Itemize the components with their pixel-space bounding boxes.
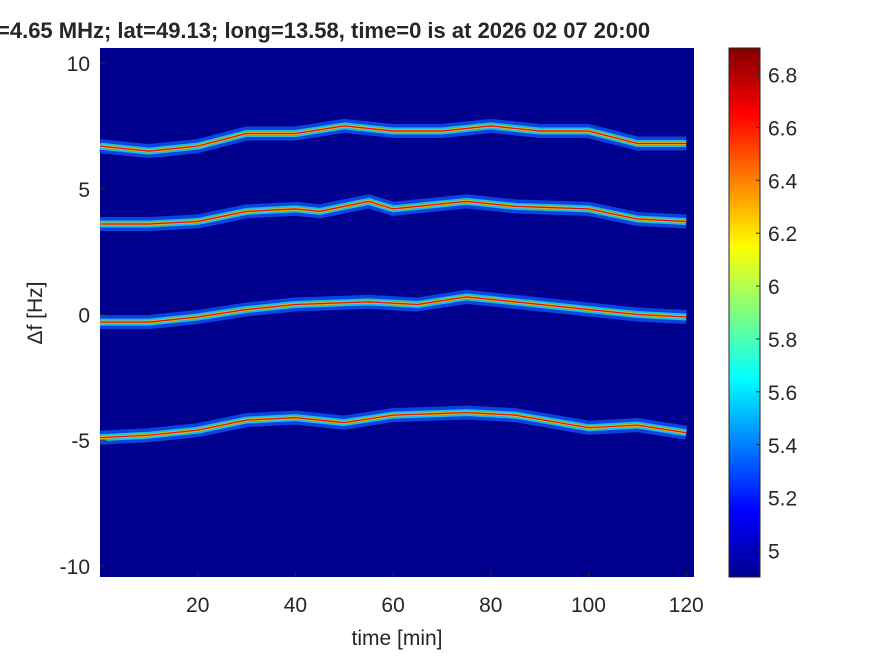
- colorbar-tick-label: 5.6: [768, 382, 797, 405]
- y-tick-label: 0: [78, 305, 90, 328]
- y-tick-label: -10: [60, 556, 90, 579]
- y-tick-label: -5: [71, 430, 90, 453]
- colorbar-tick-label: 6.6: [768, 117, 797, 140]
- x-tick-label: 40: [284, 594, 307, 617]
- trace-peak: [99, 125, 687, 152]
- colorbar-tick-label: 5.2: [768, 488, 797, 511]
- x-tick-label: 100: [571, 594, 606, 617]
- x-tick-label: 120: [669, 594, 704, 617]
- y-tick-label: 10: [67, 53, 90, 76]
- trace-peak: [100, 296, 687, 323]
- x-axis-label: time [min]: [351, 627, 442, 650]
- colorbar: [729, 48, 760, 577]
- colorbar-tick-label: 6.4: [768, 170, 798, 193]
- y-axis-label: Δf [Hz]: [24, 281, 47, 344]
- colorbar-tick-label: 5.8: [768, 329, 797, 352]
- colorbar-tick-label: 6: [768, 276, 780, 299]
- trace-peak: [100, 200, 687, 225]
- trace-peak: [99, 412, 687, 439]
- chart-title: =4.65 MHz; lat=49.13; long=13.58, time=0…: [0, 18, 650, 43]
- colorbar-frame: [728, 47, 761, 578]
- x-tick-label: 60: [381, 594, 404, 617]
- colorbar-tick-label: 6.8: [768, 64, 797, 87]
- x-tick-label: 20: [186, 594, 209, 617]
- colorbar-tick-label: 5.4: [768, 435, 798, 458]
- marks: [99, 118, 688, 445]
- x-tick-label: 80: [479, 594, 502, 617]
- y-tick-label: 5: [78, 179, 90, 202]
- colorbar-tick-label: 6.2: [768, 223, 797, 246]
- colorbar-tick-label: 5: [768, 541, 780, 564]
